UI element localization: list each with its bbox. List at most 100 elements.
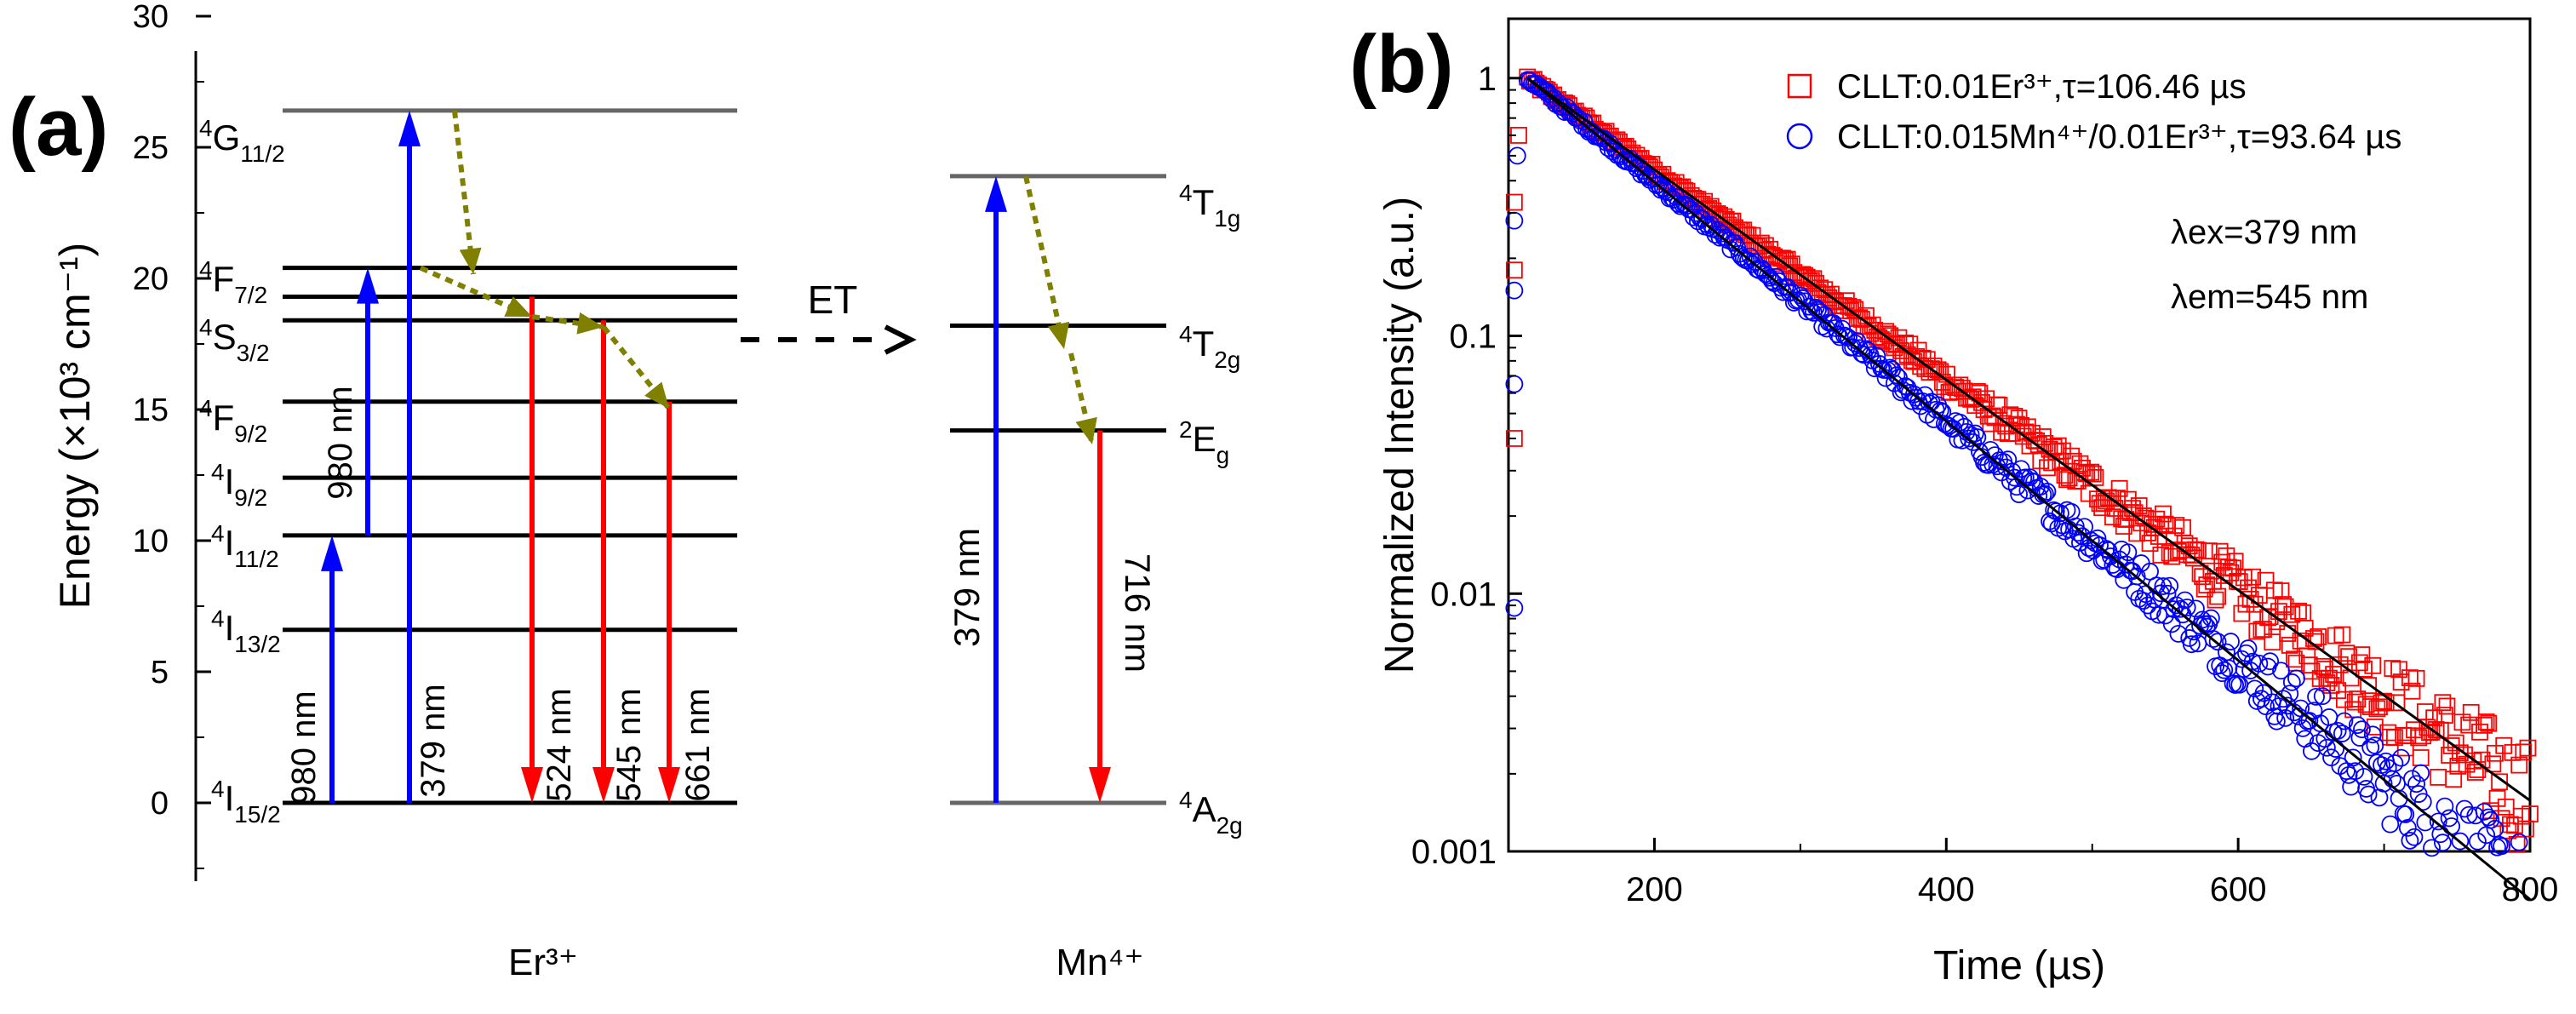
data-point-mn-er <box>1840 329 1858 347</box>
data-point-er <box>2336 690 2353 708</box>
data-point-mn-er <box>2350 729 2369 747</box>
data-point-mn-er <box>1713 224 1732 243</box>
data-point-er <box>2412 749 2430 766</box>
data-point-er <box>2248 622 2266 640</box>
data-point-er <box>2456 746 2473 764</box>
data-point-mn-er <box>1717 228 1736 247</box>
data-point-er <box>1785 264 1803 282</box>
data-point-mn-er <box>2176 591 2194 610</box>
data-point-er <box>2340 648 2357 666</box>
data-point-mn-er <box>2398 818 2417 837</box>
data-point-er <box>1766 248 1783 266</box>
data-point-er <box>1879 325 1897 343</box>
mn-level-label-4T1g: 4T1g <box>1179 180 1240 232</box>
y-axis-label: Normalized Intensity (a.u.) <box>1377 197 1423 673</box>
data-point-er <box>2034 428 2052 445</box>
data-point-mn-er <box>2038 483 2057 501</box>
data-point-mn-er <box>2348 716 2367 734</box>
data-point-er <box>2371 698 2388 716</box>
data-point-mn-er <box>1675 195 1694 214</box>
data-point-mn-er <box>1760 268 1779 287</box>
data-point-mn-er <box>2178 599 2196 616</box>
energy-transfer-label: ET <box>808 278 858 322</box>
data-point-mn-er <box>2479 808 2498 827</box>
data-point-mn-er <box>2405 828 2424 846</box>
data-point-mn-er <box>2313 687 2332 706</box>
data-point-mn-er <box>2267 712 2286 730</box>
er-excitation-arrow-980-1-head <box>321 535 343 571</box>
data-point-mn-er <box>2392 748 2411 767</box>
fit-line-0 <box>1526 77 2531 802</box>
data-point-er <box>2235 569 2253 587</box>
data-point-er <box>2218 547 2235 564</box>
energy-tick-label-15: 15 <box>133 392 169 428</box>
data-point-mn-er <box>2407 775 2425 793</box>
energy-axis-label: Energy (×10³ cm⁻¹) <box>51 243 99 610</box>
data-point-mn-er <box>1505 281 1524 300</box>
data-point-er <box>1840 297 1858 315</box>
data-point-er <box>1947 379 1965 396</box>
y-tick-label-0: 0.001 <box>1411 834 1497 871</box>
data-point-er <box>2384 660 2401 677</box>
er-emission-label-524: 524 nm <box>541 688 578 801</box>
plot-axes: 200 400 600 800 0.001 0.01 0.1 1 <box>1411 60 2558 908</box>
data-point-er <box>2466 764 2484 781</box>
data-point-mn-er <box>1802 302 1821 320</box>
data-point-er <box>2202 562 2220 580</box>
data-point-mn-er <box>2493 837 2511 856</box>
data-point-er <box>2128 524 2146 542</box>
data-point-mn-er <box>1730 244 1749 263</box>
x-tick-label-200: 200 <box>1626 871 1683 908</box>
y-tick-label-2: 0.1 <box>1449 318 1497 356</box>
x-axis-label: Time (µs) <box>1933 943 2105 988</box>
mn-level-label-4T2g: 4T2g <box>1179 321 1240 373</box>
data-point-mn-er <box>2119 543 2138 562</box>
data-point-er <box>2386 729 2403 747</box>
data-point-er <box>2329 682 2347 700</box>
mn-relaxation-4T2-to-2E-head <box>1075 416 1097 444</box>
data-point-er <box>2493 810 2510 828</box>
data-point-mn-er <box>1689 212 1707 231</box>
data-point-er <box>2464 752 2482 770</box>
data-point-mn-er <box>1575 112 1594 131</box>
er-level-label-4I13-2: 4I13/2 <box>211 605 281 657</box>
data-point-mn-er <box>2335 712 2354 730</box>
data-point-er <box>2209 587 2226 605</box>
data-point-er <box>1908 347 1925 365</box>
data-point-mn-er <box>2353 720 2371 739</box>
er-excitation-label-379: 379 nm <box>415 684 452 797</box>
er-relaxation-4G-to-4F7 <box>452 110 476 275</box>
data-point-er <box>2104 508 2121 526</box>
data-point-er <box>1798 268 1816 286</box>
er-level-label-4F7-2: 4F7/2 <box>199 256 267 308</box>
data-point-mn-er <box>2092 552 2111 570</box>
energy-axis-ticks: 0 5 10 15 20 25 30 <box>133 0 211 869</box>
data-point-mn-er <box>2069 524 2087 542</box>
data-point-mn-er <box>1710 228 1729 247</box>
data-point-mn-er <box>2346 762 2365 781</box>
data-point-er <box>2156 515 2174 533</box>
data-point-er <box>1812 279 1829 297</box>
energy-tick-label-5: 5 <box>151 655 169 690</box>
legend: CLLT:0.01Er³⁺,τ=106.46 µs CLLT:0.015Mn⁴⁺… <box>1786 68 2401 156</box>
data-point-mn-er <box>2344 748 2362 767</box>
data-point-mn-er <box>2250 654 2269 673</box>
data-point-er <box>2477 713 2495 730</box>
er-relaxation-4G-to-4F7-head <box>459 247 482 274</box>
data-point-er <box>2039 459 2056 477</box>
energy-transfer-arrowhead <box>884 324 917 355</box>
data-point-mn-er <box>2134 592 2153 610</box>
data-point-er <box>2001 406 2019 424</box>
data-point-mn-er <box>2138 596 2157 615</box>
data-point-mn-er <box>2222 633 2240 650</box>
data-point-mn-er <box>2363 725 2382 744</box>
energy-tick-label-20: 20 <box>133 261 169 297</box>
data-point-er <box>2119 490 2137 508</box>
energy-tick-label-30: 30 <box>133 0 169 35</box>
data-point-mn-er <box>2333 725 2351 742</box>
data-point-er <box>1978 390 1995 408</box>
er-excitation-arrow-379-head <box>398 110 421 146</box>
data-point-mn-er <box>2212 664 2231 683</box>
er-level-label-4I9-2: 4I9/2 <box>211 459 267 511</box>
